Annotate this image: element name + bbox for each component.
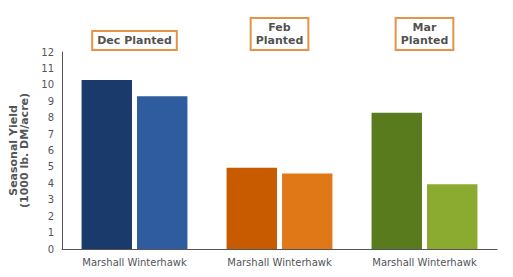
svg-text:0: 0 bbox=[48, 244, 54, 255]
svg-text:Mar: Mar bbox=[413, 21, 437, 34]
svg-text:Seasonal Yield: Seasonal Yield bbox=[7, 105, 21, 196]
svg-text:Dec Planted: Dec Planted bbox=[97, 34, 172, 47]
svg-text:6: 6 bbox=[48, 145, 54, 156]
svg-text:Planted: Planted bbox=[401, 34, 449, 47]
svg-text:Marshall Winterhawk: Marshall Winterhawk bbox=[227, 257, 332, 268]
svg-text:(1000 lb. DM/acre): (1000 lb. DM/acre) bbox=[18, 93, 31, 208]
svg-text:10: 10 bbox=[41, 79, 54, 90]
svg-text:Feb: Feb bbox=[268, 21, 291, 34]
svg-text:2: 2 bbox=[48, 211, 54, 222]
svg-text:4: 4 bbox=[48, 178, 54, 189]
svg-text:7: 7 bbox=[48, 129, 54, 140]
svg-text:5: 5 bbox=[48, 161, 54, 172]
svg-text:8: 8 bbox=[48, 112, 54, 123]
svg-text:12: 12 bbox=[41, 47, 54, 58]
svg-text:11: 11 bbox=[41, 63, 54, 74]
svg-text:Marshall Winterhawk: Marshall Winterhawk bbox=[372, 257, 477, 268]
svg-text:Marshall Winterhawk: Marshall Winterhawk bbox=[82, 257, 187, 268]
svg-text:9: 9 bbox=[48, 96, 54, 107]
svg-text:1: 1 bbox=[48, 227, 54, 238]
svg-text:3: 3 bbox=[48, 194, 54, 205]
svg-text:Planted: Planted bbox=[256, 34, 304, 47]
